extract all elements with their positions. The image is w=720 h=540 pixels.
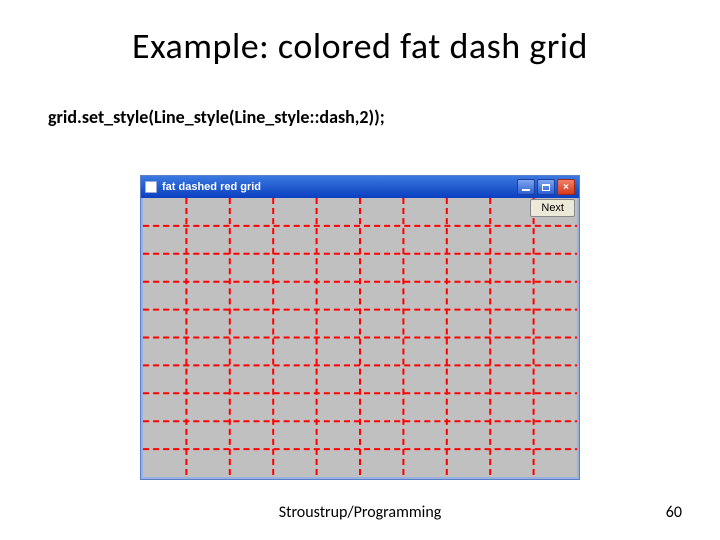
window-client-area: Next bbox=[141, 198, 579, 479]
grid-canvas bbox=[143, 198, 577, 477]
app-window: fat dashed red grid × Next bbox=[140, 175, 580, 480]
app-icon bbox=[145, 181, 157, 193]
code-line: grid.set_style(Line_style(Line_style::da… bbox=[48, 106, 720, 128]
footer-text: Stroustrup/Programming bbox=[0, 503, 720, 522]
maximize-button[interactable] bbox=[537, 179, 555, 195]
window-titlebar: fat dashed red grid × bbox=[141, 176, 579, 198]
next-button[interactable]: Next bbox=[530, 199, 575, 217]
close-button[interactable]: × bbox=[557, 179, 575, 195]
window-title: fat dashed red grid bbox=[162, 181, 515, 193]
minimize-button[interactable] bbox=[517, 179, 535, 195]
page-number: 60 bbox=[666, 503, 682, 522]
slide-title: Example: colored fat dash grid bbox=[0, 0, 720, 68]
